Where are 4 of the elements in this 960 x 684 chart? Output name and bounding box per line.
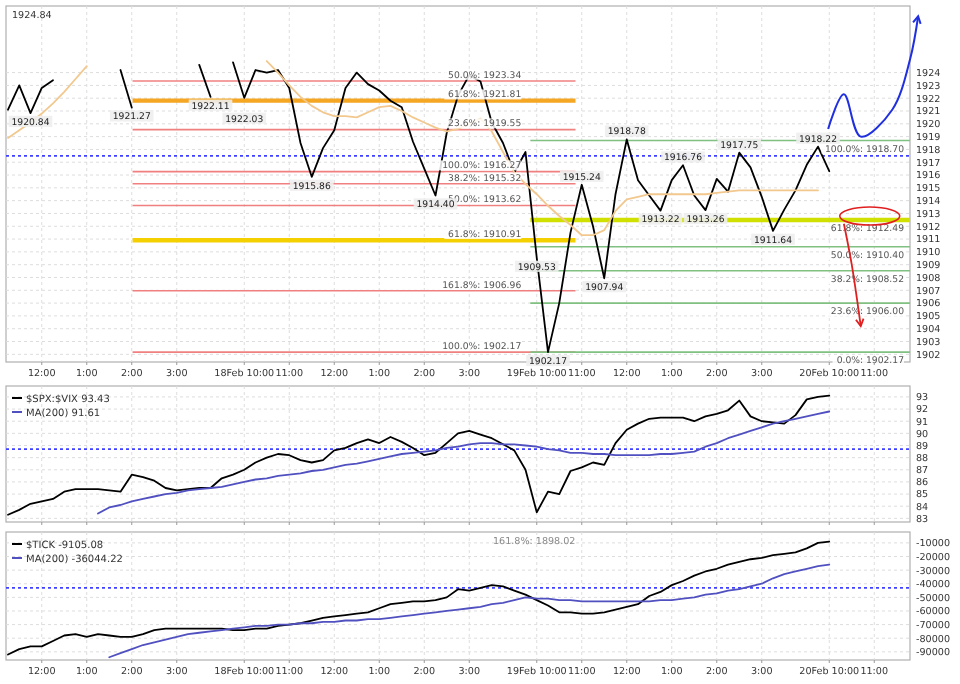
line-series	[97, 410, 831, 515]
line-series	[108, 563, 831, 659]
line-series	[7, 540, 831, 656]
line-series	[7, 394, 831, 516]
